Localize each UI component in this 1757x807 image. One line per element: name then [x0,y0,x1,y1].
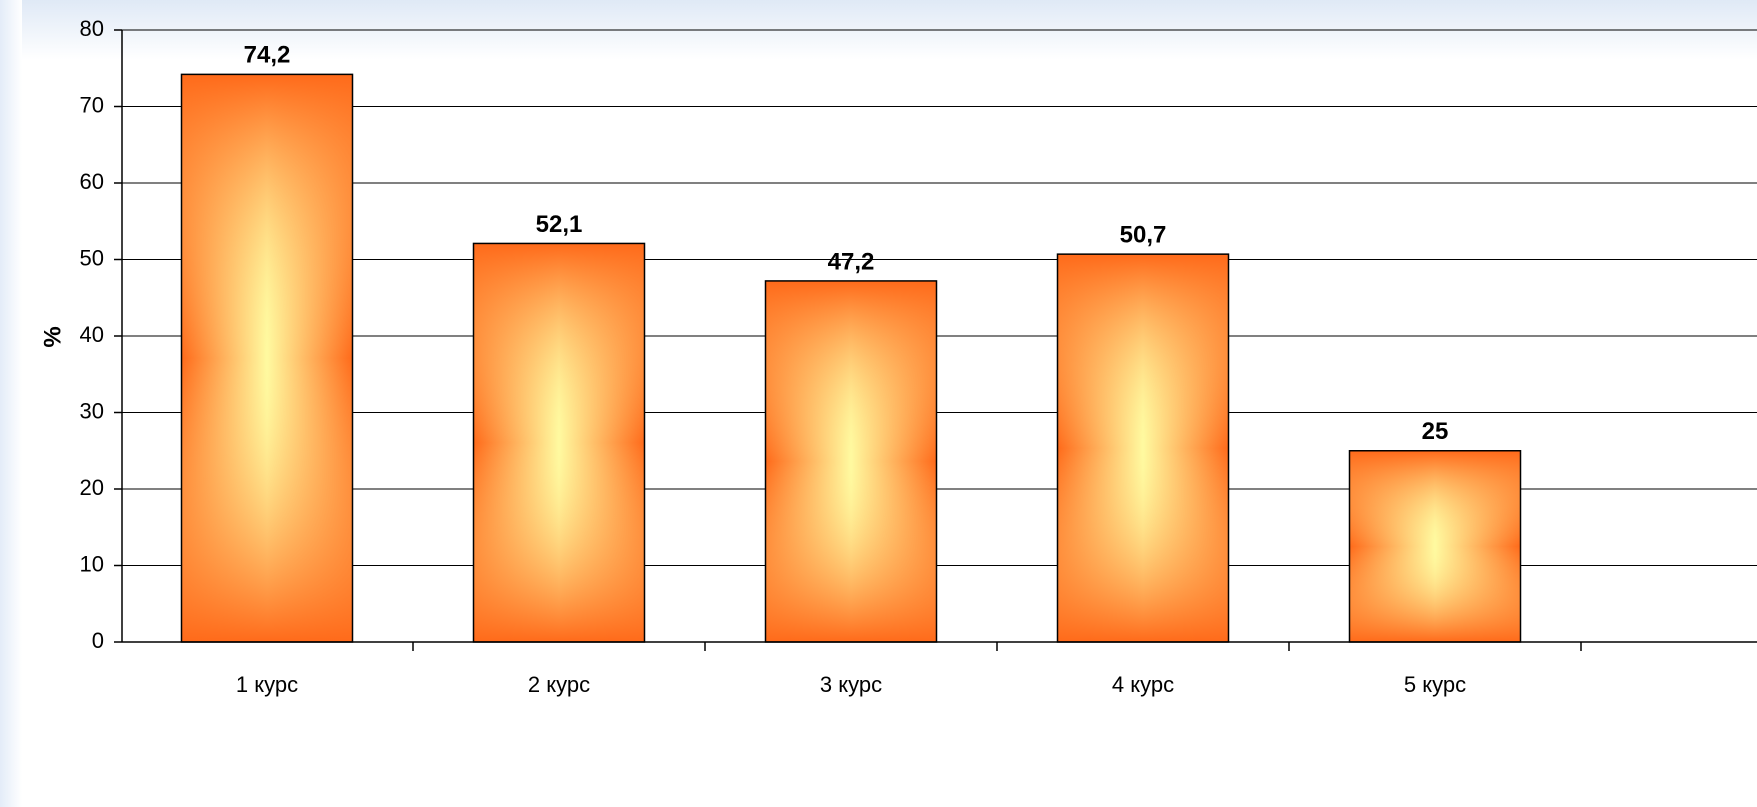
y-tick-label: 50 [80,245,104,270]
y-tick-label: 70 [80,92,104,117]
bar-shade [1057,254,1229,642]
bar-4 [1056,253,1230,643]
bar-2 [472,242,646,643]
y-tick-label: 0 [92,628,104,653]
data-label: 52,1 [536,211,583,238]
category-label: 1 курс [236,672,298,697]
bar-shade [1349,450,1521,642]
bar-shade [473,243,645,642]
bar-shade [181,74,353,643]
bar-3 [764,280,938,643]
y-tick-label: 60 [80,169,104,194]
data-labels: 74,2 52,1 47,2 50,7 25 [244,42,1449,445]
bar-shade [765,280,937,642]
category-labels: 1 курс 2 курс 3 курс 4 курс 5 курс [236,672,1466,697]
category-label: 5 курс [1404,672,1466,697]
y-tick-label: 10 [80,551,104,576]
data-label: 25 [1422,418,1449,445]
bar-5 [1348,450,1522,643]
y-tick-labels: 0 10 20 30 40 50 60 70 80 [80,16,122,653]
bars [180,73,1522,643]
bar-1 [180,73,354,643]
category-label: 4 курс [1112,672,1174,697]
category-label: 2 курс [528,672,590,697]
x-tick-marks [412,642,1582,651]
category-label: 3 курс [820,672,882,697]
y-tick-label: 30 [80,398,104,423]
y-tick-label: 40 [80,322,104,347]
slide-left-edge [0,0,22,807]
data-label: 47,2 [828,248,875,275]
y-axis-title: % [39,326,66,347]
data-label: 74,2 [244,42,291,69]
y-tick-label: 80 [80,16,104,41]
y-tick-label: 20 [80,475,104,500]
data-label: 50,7 [1120,221,1167,248]
